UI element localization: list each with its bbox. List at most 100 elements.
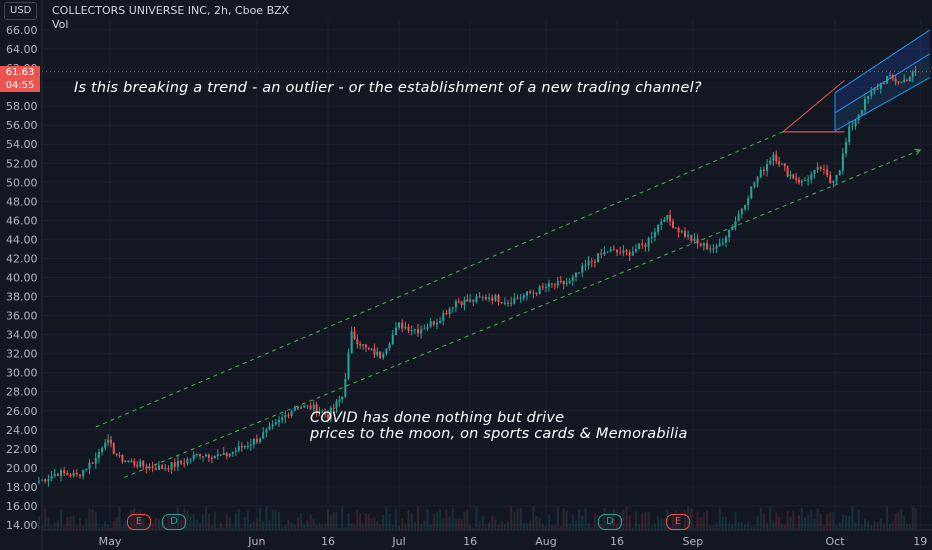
volume-bar <box>800 507 803 530</box>
annotation-bottom-line2[interactable]: prices to the moon, on sports cards & Me… <box>310 426 688 442</box>
volume-bar <box>647 511 650 530</box>
candle-body <box>142 461 145 467</box>
candle-body <box>290 410 293 416</box>
candle-body <box>609 249 612 252</box>
volume-bar <box>568 523 571 530</box>
volume-bar <box>882 523 885 530</box>
candle-body <box>807 179 810 181</box>
candle-body <box>271 424 274 427</box>
volume-bar <box>451 507 454 530</box>
volume-bar <box>641 512 644 530</box>
candle-body <box>822 168 825 170</box>
earnings-event-badge[interactable]: E <box>666 514 690 530</box>
volume-bar <box>472 527 475 530</box>
candle-body <box>734 221 737 228</box>
volume-bar <box>900 508 903 530</box>
chart-header: COLLECTORS UNIVERSE INC, 2h, Cboe BZX Vo… <box>52 4 289 32</box>
candle-body <box>356 339 359 344</box>
volume-bar <box>82 525 85 530</box>
candle-body <box>590 260 593 262</box>
volume-bar <box>398 525 401 530</box>
candle-body <box>544 287 547 289</box>
volume-bar <box>88 508 91 530</box>
candle-body <box>718 243 721 246</box>
candle-body <box>829 175 832 183</box>
candle-body <box>835 174 838 181</box>
volume-bar <box>356 510 359 530</box>
candle-body <box>876 88 879 90</box>
candle-body <box>797 179 800 183</box>
candle-body <box>373 348 376 355</box>
volume-bar <box>653 523 656 530</box>
candle-body <box>641 243 644 245</box>
volume-bar <box>581 515 584 530</box>
candle-body <box>195 454 198 456</box>
candle-body <box>786 166 789 177</box>
volume-bar <box>734 512 737 530</box>
x-tick-label: 19 <box>913 535 927 548</box>
volume-label[interactable]: Vol <box>52 18 69 31</box>
candle-body <box>593 261 596 263</box>
volume-bar <box>350 523 353 530</box>
volume-bar <box>891 521 894 530</box>
volume-bar <box>109 527 112 530</box>
candle-body <box>130 460 133 462</box>
volume-bar <box>731 524 734 530</box>
volume-bar <box>401 518 404 530</box>
volume-bar <box>699 516 702 530</box>
candle-body <box>587 260 590 266</box>
volume-bar <box>780 523 783 530</box>
y-tick-label: 26.00 <box>6 405 38 418</box>
dividend-event-badge[interactable]: D <box>598 514 622 530</box>
symbol-title[interactable]: COLLECTORS UNIVERSE INC, 2h, Cboe BZX <box>52 4 290 17</box>
volume-bar <box>367 514 370 530</box>
candle-body <box>101 448 104 453</box>
candle-body <box>204 454 207 457</box>
volume-bar <box>315 524 318 530</box>
candle-body <box>795 178 798 180</box>
dividend-event-badge[interactable]: D <box>162 514 186 530</box>
currency-button[interactable]: USD <box>4 2 38 20</box>
volume-bar <box>914 507 917 530</box>
candle-body <box>772 154 775 161</box>
volume-bar <box>37 516 40 530</box>
candle-body <box>568 280 571 283</box>
candlesticks <box>37 65 917 487</box>
volume-bar <box>274 510 277 530</box>
volume-bar <box>628 515 631 530</box>
volume-bar <box>210 525 213 530</box>
candle-body <box>854 119 857 127</box>
candle-body <box>674 227 677 229</box>
earnings-event-badge[interactable]: E <box>127 514 151 530</box>
candle-body <box>725 237 728 243</box>
annotation-top[interactable]: Is this breaking a trend - an outlier - … <box>74 80 702 96</box>
candle-body <box>497 295 500 303</box>
candle-body <box>803 179 806 181</box>
volume-bar <box>778 516 781 530</box>
candle-body <box>66 472 69 475</box>
volume-bar <box>157 519 160 530</box>
candle-body <box>353 331 356 340</box>
volume-bar <box>783 525 786 530</box>
y-tick-label: 20.00 <box>6 462 38 475</box>
volume-bar <box>104 521 107 530</box>
candle-body <box>246 445 249 447</box>
volume-bar <box>503 524 506 530</box>
volume-bar <box>702 512 705 530</box>
volume-bar <box>121 526 124 530</box>
candle-body <box>164 468 167 470</box>
candle-body <box>148 466 151 469</box>
candle-body <box>78 474 81 476</box>
candle-body <box>332 407 335 409</box>
candle-body <box>513 298 516 304</box>
volume-bar <box>296 517 299 530</box>
annotation-bottom-line1[interactable]: COVID has done nothing but drive <box>310 410 565 426</box>
y-tick-label: 16.00 <box>6 500 38 513</box>
volume-bar <box>303 524 306 530</box>
candle-body <box>94 457 97 464</box>
y-tick-label: 24.00 <box>6 424 38 437</box>
candle-body <box>606 251 609 253</box>
volume-bar <box>382 514 385 530</box>
channel-lower-fill <box>835 53 930 131</box>
